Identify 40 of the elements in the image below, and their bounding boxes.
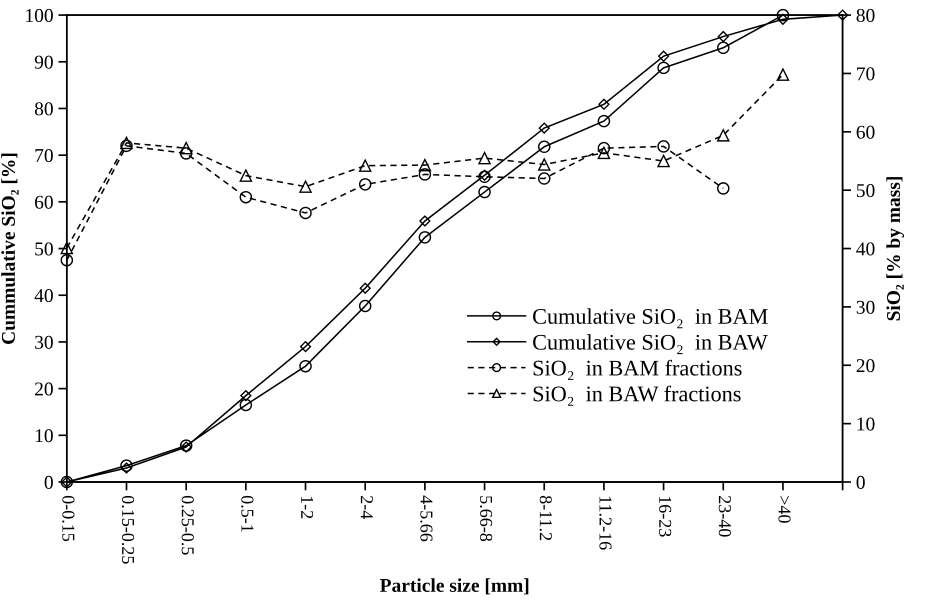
x-axis-title: Particle size [mm] <box>380 578 528 594</box>
y-tick-label: 90 <box>34 56 53 69</box>
x-tick-label: >40 <box>778 496 791 523</box>
legend-label: Cumulative SiO₂ in BAW <box>533 334 768 354</box>
y2-tick-label: 20 <box>856 359 875 372</box>
y2-tick-label: 0 <box>856 476 865 489</box>
y2-tick-label: 50 <box>856 184 875 198</box>
x-tick-label: 4-5.66 <box>420 496 432 542</box>
y-tick-label: 80 <box>34 102 53 116</box>
x-tick-label: 8-11.2 <box>540 496 552 540</box>
x-tick-label: 2-4 <box>360 496 373 519</box>
x-tick-label: 1-2 <box>301 496 314 518</box>
y2-tick-label: 40 <box>856 242 875 256</box>
y-tick-label: 10 <box>36 429 53 442</box>
y2-tick-label: 80 <box>856 8 875 22</box>
legend-label: SiO₂ in BAM fractions <box>534 360 742 380</box>
x-tick-label: 0-0.15 <box>62 496 74 542</box>
x-tick-label: 23-40 <box>718 496 731 537</box>
legend-label: SiO₂ in BAW fractions <box>534 386 741 406</box>
y-tick-label: 20 <box>35 382 53 396</box>
legend-label: Cumulative SiO₂ in BAM <box>533 308 768 328</box>
y-axis-title: Cummulative SiO₂ [%] <box>1 154 19 344</box>
y-tick-label: 70 <box>35 148 53 162</box>
x-tick-label: 5.66-8 <box>480 496 492 542</box>
y2-tick-label: 30 <box>856 300 875 314</box>
y2-tick-label: 60 <box>856 126 875 139</box>
y-tick-label: 50 <box>35 242 53 256</box>
x-tick-label: 0.5-1 <box>241 496 254 532</box>
y2-tick-label: 10 <box>858 417 875 431</box>
y-tick-label: 60 <box>35 196 53 209</box>
y-tick-label: 100 <box>26 8 53 22</box>
x-tick-label: 0.25-0.5 <box>182 496 194 555</box>
y-tick-label: 40 <box>34 289 53 302</box>
y-tick-label: 0 <box>44 476 53 489</box>
x-tick-label: 11.2-16 <box>599 496 612 550</box>
x-tick-label: 0.15-0.25 <box>122 496 134 564</box>
y2-tick-label: 70 <box>857 67 875 80</box>
x-tick-label: 16-23 <box>659 496 672 537</box>
y2-axis-title: SiO₂ [% by mass] <box>886 177 904 320</box>
y-tick-label: 30 <box>35 336 53 349</box>
